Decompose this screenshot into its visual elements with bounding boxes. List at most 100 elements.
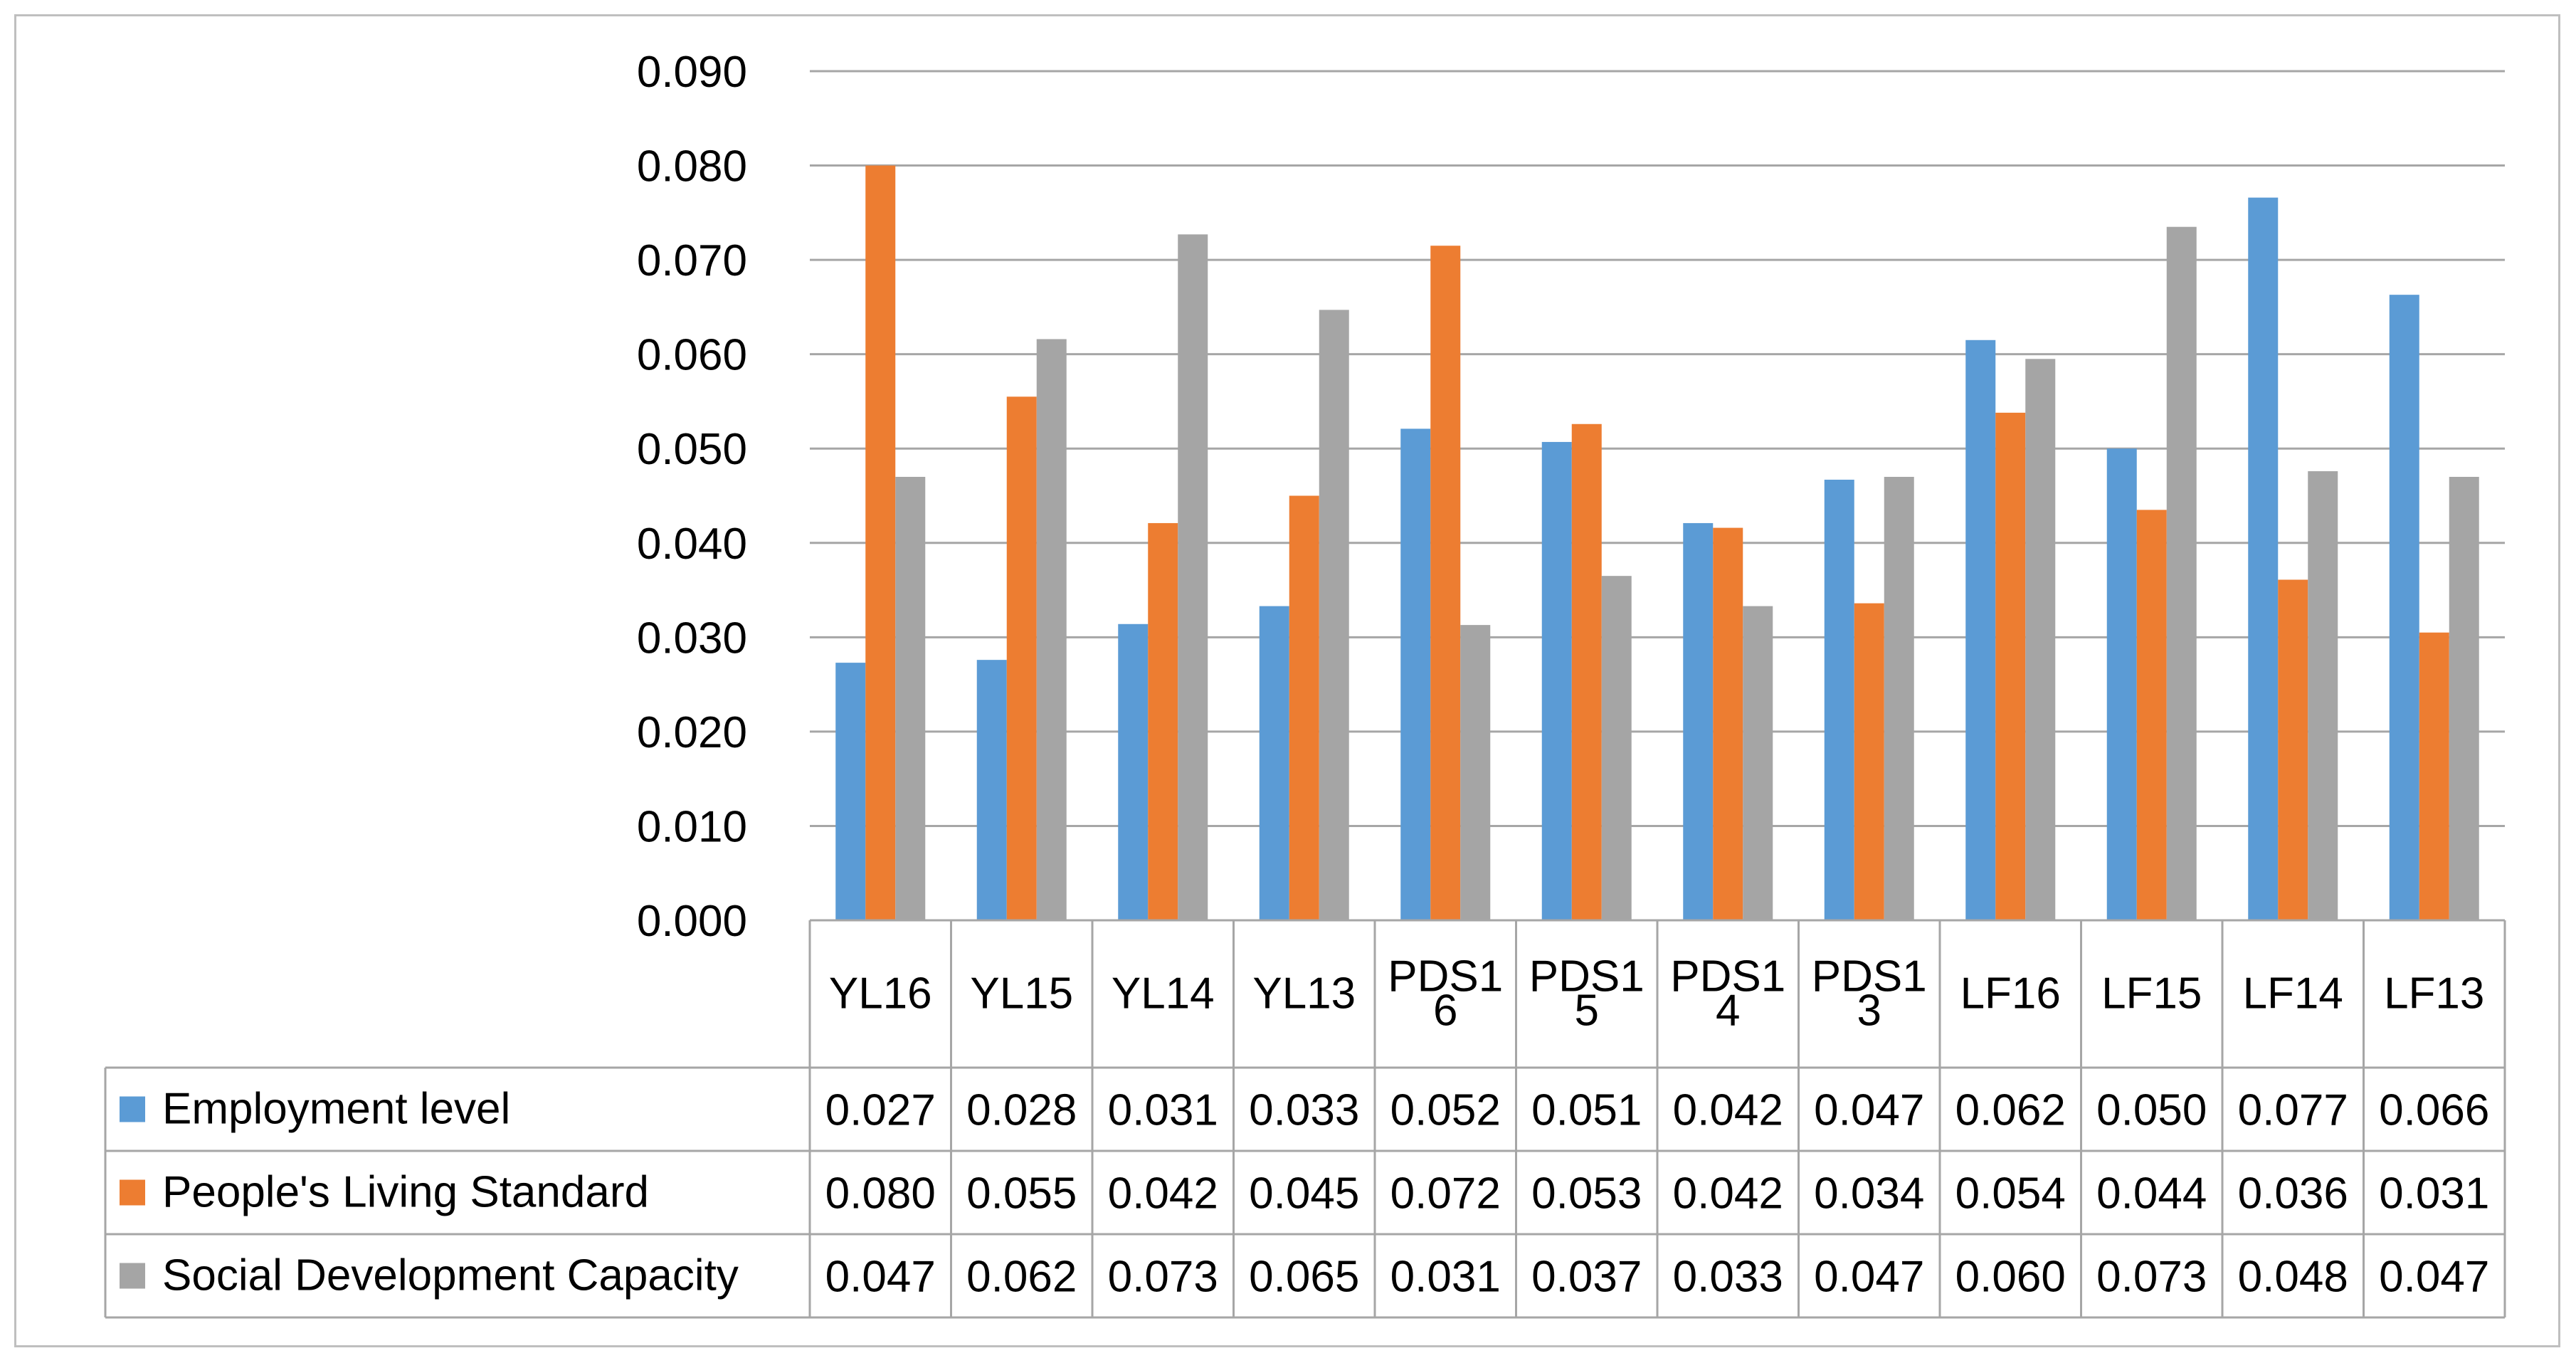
- bar: [1965, 340, 1996, 920]
- x-category-label: PDS1: [1388, 952, 1503, 1001]
- table-value: 0.045: [1249, 1169, 1359, 1219]
- bar: [865, 165, 896, 921]
- table-value: 0.028: [966, 1086, 1077, 1135]
- bar: [2136, 510, 2167, 920]
- bar: [1854, 603, 1884, 920]
- chart-frame: [14, 14, 2560, 1347]
- x-category-label: LF16: [1960, 969, 2061, 1019]
- bars: [835, 165, 2479, 921]
- y-tick-label: 0.030: [637, 614, 747, 663]
- table-value: 0.036: [2238, 1169, 2348, 1219]
- x-category-label: YL16: [829, 969, 932, 1019]
- table-value: 0.031: [1390, 1253, 1501, 1302]
- y-tick-label: 0.090: [637, 48, 747, 97]
- table-value: 0.062: [966, 1253, 1077, 1302]
- x-category-label: LF14: [2243, 969, 2343, 1019]
- table-value: 0.066: [2379, 1086, 2489, 1135]
- table-value: 0.072: [1390, 1169, 1501, 1219]
- y-tick-label: 0.010: [637, 802, 747, 851]
- y-tick-label: 0.070: [637, 236, 747, 285]
- table-value: 0.052: [1390, 1086, 1501, 1135]
- table-value: 0.027: [825, 1086, 936, 1135]
- bar: [1148, 522, 1178, 920]
- table-value: 0.044: [2096, 1169, 2207, 1219]
- bar: [2025, 359, 2056, 920]
- bar: [1289, 495, 1319, 920]
- x-category-label: 3: [1857, 986, 1881, 1036]
- bar: [1178, 234, 1208, 920]
- table-value: 0.073: [1108, 1253, 1218, 1302]
- table-value: 0.034: [1814, 1169, 1924, 1219]
- y-tick-label: 0.040: [637, 520, 747, 569]
- bar: [1118, 623, 1149, 920]
- bar: [1259, 606, 1289, 920]
- table-value: 0.077: [2238, 1086, 2348, 1135]
- table-value: 0.051: [1531, 1086, 1642, 1135]
- x-category-label: YL14: [1112, 969, 1215, 1019]
- table-value: 0.050: [2096, 1086, 2207, 1135]
- table-value: 0.065: [1249, 1253, 1359, 1302]
- bar: [1601, 576, 1632, 920]
- bar: [976, 660, 1007, 920]
- bar: [1400, 428, 1431, 920]
- legend-swatch: [120, 1263, 145, 1289]
- bar: [2449, 476, 2479, 920]
- x-category-label: YL13: [1252, 969, 1356, 1019]
- x-category-label: LF15: [2101, 969, 2202, 1019]
- y-tick-label: 0.060: [637, 331, 747, 380]
- table-value: 0.037: [1531, 1253, 1642, 1302]
- y-tick-label: 0.020: [637, 708, 747, 757]
- x-category-label: 4: [1716, 986, 1740, 1036]
- bar: [2419, 632, 2449, 920]
- y-tick-label: 0.050: [637, 425, 747, 474]
- table-value: 0.073: [2096, 1253, 2207, 1302]
- table-value: 0.031: [1108, 1086, 1218, 1135]
- y-tick-label: 0.000: [637, 897, 747, 946]
- x-category-label: PDS1: [1812, 952, 1927, 1001]
- bar: [1824, 479, 1854, 920]
- bar: [1571, 423, 1602, 920]
- legend-swatch: [120, 1096, 145, 1122]
- table-value: 0.060: [1955, 1253, 2066, 1302]
- bar: [2106, 448, 2137, 920]
- bar: [1319, 310, 1349, 920]
- legend-series-label: People's Living Standard: [162, 1168, 649, 1217]
- bar: [1713, 527, 1743, 920]
- table-value: 0.047: [825, 1253, 936, 1302]
- table-value: 0.047: [2379, 1253, 2489, 1302]
- table-value: 0.042: [1108, 1169, 1218, 1219]
- x-category-label: PDS1: [1670, 952, 1785, 1001]
- bar: [1036, 339, 1067, 920]
- x-category-label: PDS1: [1529, 952, 1645, 1001]
- bar: [1430, 246, 1461, 920]
- bar: [835, 663, 866, 920]
- table-value: 0.033: [1673, 1253, 1783, 1302]
- bar: [2166, 226, 2197, 920]
- table-value: 0.031: [2379, 1169, 2489, 1219]
- table-value: 0.048: [2238, 1253, 2348, 1302]
- bar: [1006, 396, 1037, 920]
- bar: [1541, 441, 1572, 920]
- bar: [2389, 295, 2419, 920]
- bar: [2248, 197, 2279, 920]
- bar: [895, 476, 926, 920]
- bar: [2278, 579, 2308, 920]
- table-value: 0.062: [1955, 1086, 2066, 1135]
- table-value: 0.054: [1955, 1169, 2066, 1219]
- bar: [1995, 412, 2026, 920]
- table-value: 0.055: [966, 1169, 1077, 1219]
- legend-series-label: Employment level: [162, 1085, 510, 1134]
- table-value: 0.033: [1249, 1086, 1359, 1135]
- table-value: 0.047: [1814, 1253, 1924, 1302]
- bar: [1743, 606, 1773, 920]
- x-category-label: 6: [1433, 986, 1457, 1036]
- x-category-label: YL15: [970, 969, 1073, 1019]
- table-value: 0.053: [1531, 1169, 1642, 1219]
- bar: [1683, 522, 1714, 920]
- table-value: 0.042: [1673, 1086, 1783, 1135]
- bar: [1460, 625, 1491, 920]
- bar: [1884, 476, 1914, 920]
- y-tick-label: 0.080: [637, 142, 747, 191]
